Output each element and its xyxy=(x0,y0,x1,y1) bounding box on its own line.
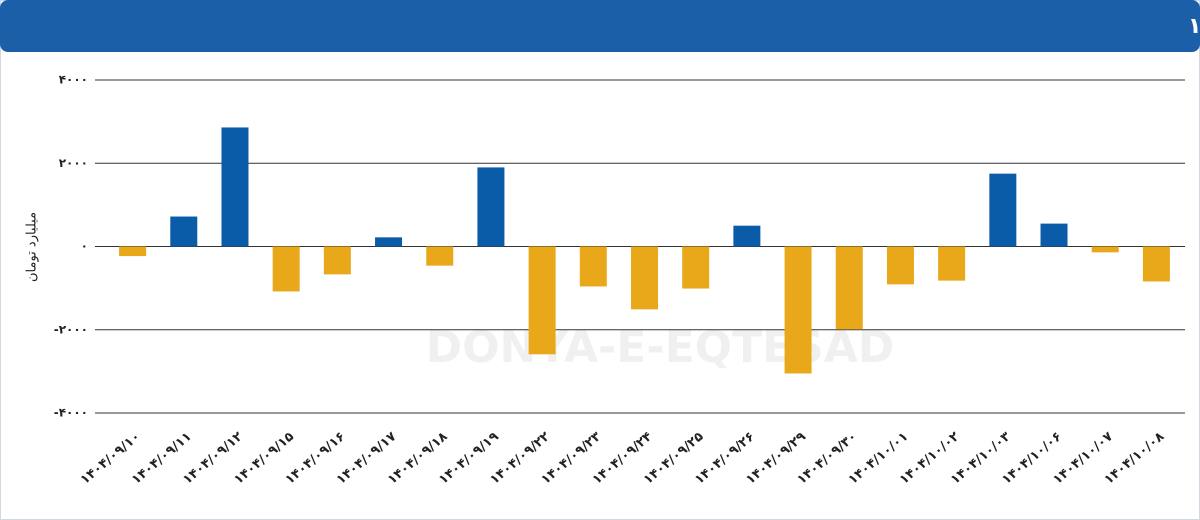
bar xyxy=(426,246,454,266)
bar xyxy=(682,246,710,289)
y-tick-label: ۰ xyxy=(81,239,88,253)
watermark: DONYA-E-EQTESAD xyxy=(426,322,895,373)
bar xyxy=(477,167,505,247)
bar xyxy=(170,216,198,247)
bar xyxy=(1091,246,1119,253)
y-tick-label: -۴۰۰۰ xyxy=(54,406,88,420)
bar xyxy=(528,246,556,355)
bar xyxy=(272,246,300,292)
bar xyxy=(886,246,914,285)
bar xyxy=(835,246,863,330)
bar xyxy=(784,246,812,374)
bar xyxy=(1040,223,1068,247)
bar xyxy=(733,225,761,247)
chart-title: خالص تغییر مالکیت حقیقی به حقوقی صندوق‌ه… xyxy=(1188,12,1200,39)
bar xyxy=(1142,246,1170,282)
header-bar xyxy=(0,0,1200,52)
y-axis-label: میلیارد تومان xyxy=(25,212,40,282)
bar xyxy=(989,173,1017,247)
bar xyxy=(579,246,607,287)
bar xyxy=(221,127,249,247)
bar xyxy=(323,246,351,275)
bar xyxy=(119,246,147,257)
bar xyxy=(631,246,658,310)
y-tick-label: ۴۰۰۰ xyxy=(59,73,88,87)
y-tick-label: ۲۰۰۰ xyxy=(59,156,88,170)
bar xyxy=(375,237,403,247)
bar xyxy=(938,246,966,281)
y-tick-label: -۲۰۰۰ xyxy=(54,322,88,336)
